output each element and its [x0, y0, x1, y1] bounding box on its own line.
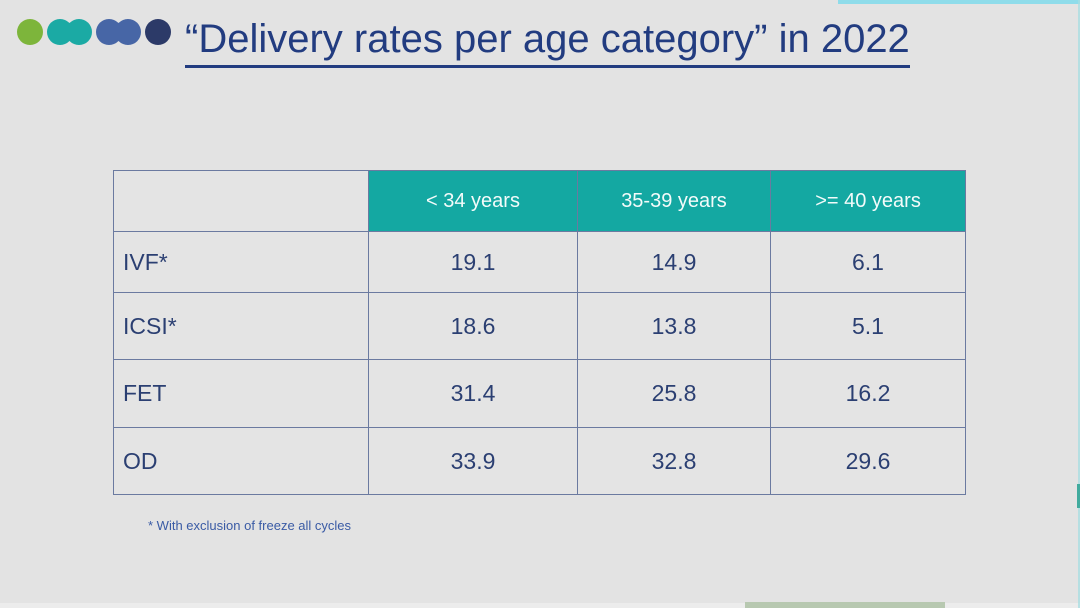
table-header-row: < 34 years 35-39 years >= 40 years	[113, 170, 966, 232]
slide-title: “Delivery rates per age category” in 202…	[185, 14, 910, 68]
logo-dot-pair-teal-icon	[47, 19, 92, 45]
table-cell: 5.1	[770, 292, 966, 360]
logo-dot-navy-icon	[145, 19, 171, 45]
table-row-ivf: IVF* 19.1 14.9 6.1	[113, 231, 966, 293]
bottom-edge-green-accent	[745, 602, 945, 608]
table-cell: 19.1	[368, 231, 578, 293]
table-row-od: OD 33.9 32.8 29.6	[113, 427, 966, 495]
column-header-under-34: < 34 years	[368, 170, 578, 232]
table-row-fet: FET 31.4 25.8 16.2	[113, 359, 966, 428]
table-cell: 18.6	[368, 292, 578, 360]
column-header-35-39: 35-39 years	[577, 170, 771, 232]
row-label: IVF*	[113, 231, 369, 293]
right-edge-teal-accent	[1077, 484, 1080, 508]
table-cell: 31.4	[368, 359, 578, 428]
logo-dot-green-icon	[17, 19, 43, 45]
table-row-icsi: ICSI* 18.6 13.8 5.1	[113, 292, 966, 360]
delivery-rates-table: < 34 years 35-39 years >= 40 years IVF* …	[113, 170, 966, 495]
row-label: OD	[113, 427, 369, 495]
table-cell: 25.8	[577, 359, 771, 428]
table-cell: 13.8	[577, 292, 771, 360]
bottom-edge-strip	[0, 603, 1080, 608]
right-edge-cyan-line	[1078, 0, 1080, 608]
table-cell: 32.8	[577, 427, 771, 495]
table-cell: 33.9	[368, 427, 578, 495]
footnote: * With exclusion of freeze all cycles	[148, 518, 352, 533]
table-cell: 14.9	[577, 231, 771, 293]
table-cell: 16.2	[770, 359, 966, 428]
row-label: FET	[113, 359, 369, 428]
table-cell: 29.6	[770, 427, 966, 495]
table-cell: 6.1	[770, 231, 966, 293]
logo-dot-pair-blue-icon	[96, 19, 141, 45]
logo-dots	[17, 19, 175, 45]
row-label: ICSI*	[113, 292, 369, 360]
table-corner-cell	[113, 170, 369, 232]
column-header-40-plus: >= 40 years	[770, 170, 966, 232]
top-edge-cyan-accent	[838, 0, 1080, 4]
